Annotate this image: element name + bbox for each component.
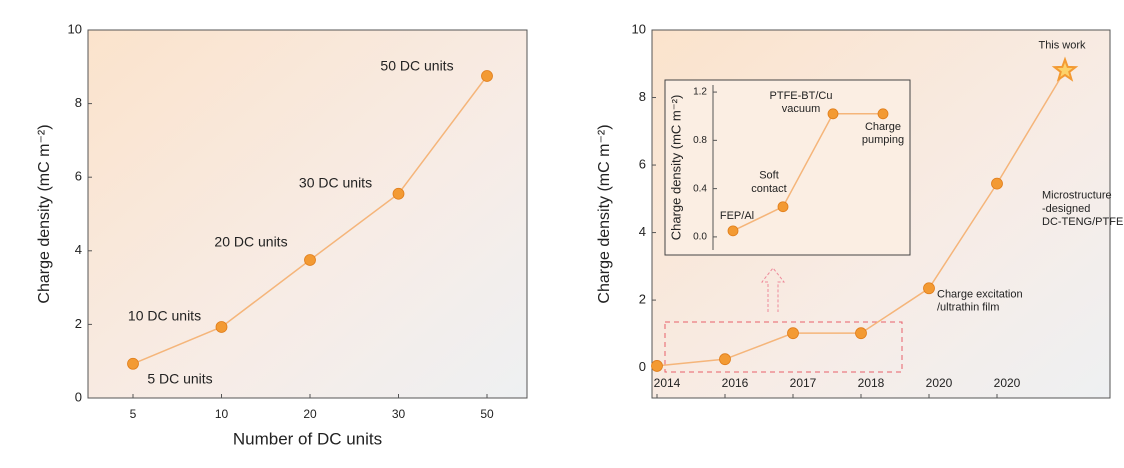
point-label: Charge excitation/ultrathin film <box>937 288 1023 313</box>
point-label: 50 DC units <box>380 58 453 74</box>
star-point <box>1051 56 1079 82</box>
point-label: 10 DC units <box>128 308 201 324</box>
line <box>732 113 883 232</box>
y-tick-label: 4 <box>75 242 82 257</box>
point <box>923 282 935 295</box>
point-label: This work <box>1038 39 1086 51</box>
point <box>481 70 493 82</box>
x-tick-label: 10 <box>215 407 229 421</box>
point-label: 20 DC units <box>214 234 287 250</box>
point <box>777 201 789 213</box>
y-tick-label: 8 <box>639 89 646 104</box>
point <box>719 353 731 366</box>
x-tick-label: 2016 <box>722 376 749 390</box>
x-axis-label: Number of DC units <box>233 429 382 448</box>
inset-frame <box>664 79 911 256</box>
y-tick-label: 2 <box>75 316 82 331</box>
point-label: Charge pumping <box>862 121 904 146</box>
highlight-box <box>664 321 903 373</box>
arrow <box>760 267 786 312</box>
y-axis-label: Charge density (mC m⁻²) <box>36 124 53 303</box>
point-label: Soft contact <box>751 170 786 195</box>
point-label: FEP/Al <box>720 210 754 222</box>
x-tick-label: 2017 <box>790 376 817 390</box>
axes-frame <box>87 29 528 399</box>
x-tick-label: 2020 <box>926 376 953 390</box>
y-tick-label: 0.4 <box>693 183 707 194</box>
point <box>651 360 663 372</box>
point <box>215 321 228 333</box>
x-tick-label: 2018 <box>858 376 885 390</box>
y-tick-label: 2 <box>639 292 646 307</box>
point <box>991 177 1003 190</box>
x-tick-label: 2020 <box>994 376 1021 390</box>
y-tick-label: 4 <box>639 224 646 239</box>
x-tick-label: 50 <box>480 407 494 421</box>
axes-frame <box>651 29 1111 399</box>
point-label: 5 DC units <box>147 370 212 386</box>
y-tick-label: 10 <box>68 21 82 36</box>
point-label: PTFE-BT/Cu vacuum <box>770 90 833 115</box>
y-tick-label: 6 <box>639 156 646 171</box>
x-tick-label: 30 <box>392 407 406 421</box>
point <box>855 327 867 340</box>
point <box>877 108 889 120</box>
point <box>827 108 839 120</box>
y-axis-label: Charge density (mC m⁻²) <box>668 95 683 241</box>
point-label: Microstructure -designed DC-TENG/PTFE <box>1042 190 1123 228</box>
point <box>727 225 739 237</box>
y-tick-label: 8 <box>75 95 82 110</box>
y-axis-label: Charge density (mC m⁻²) <box>596 124 613 303</box>
point <box>127 357 139 370</box>
x-tick-label: 5 <box>130 407 137 421</box>
y-tick-label: 0.8 <box>693 135 707 146</box>
plot-bg <box>88 30 527 398</box>
y-tick-label: 0 <box>75 389 82 404</box>
y-tick-label: 0.0 <box>693 232 707 243</box>
point <box>392 187 405 200</box>
x-tick-label: 20 <box>303 407 317 421</box>
y-tick-label: 10 <box>632 21 646 36</box>
y-tick-label: 1.2 <box>693 87 707 98</box>
y-tick-label: 0 <box>639 359 646 374</box>
point <box>787 327 799 340</box>
point-label: 30 DC units <box>299 174 372 190</box>
y-tick-label: 6 <box>75 169 82 184</box>
x-tick-label: 2014 <box>654 376 681 390</box>
point <box>304 254 316 266</box>
